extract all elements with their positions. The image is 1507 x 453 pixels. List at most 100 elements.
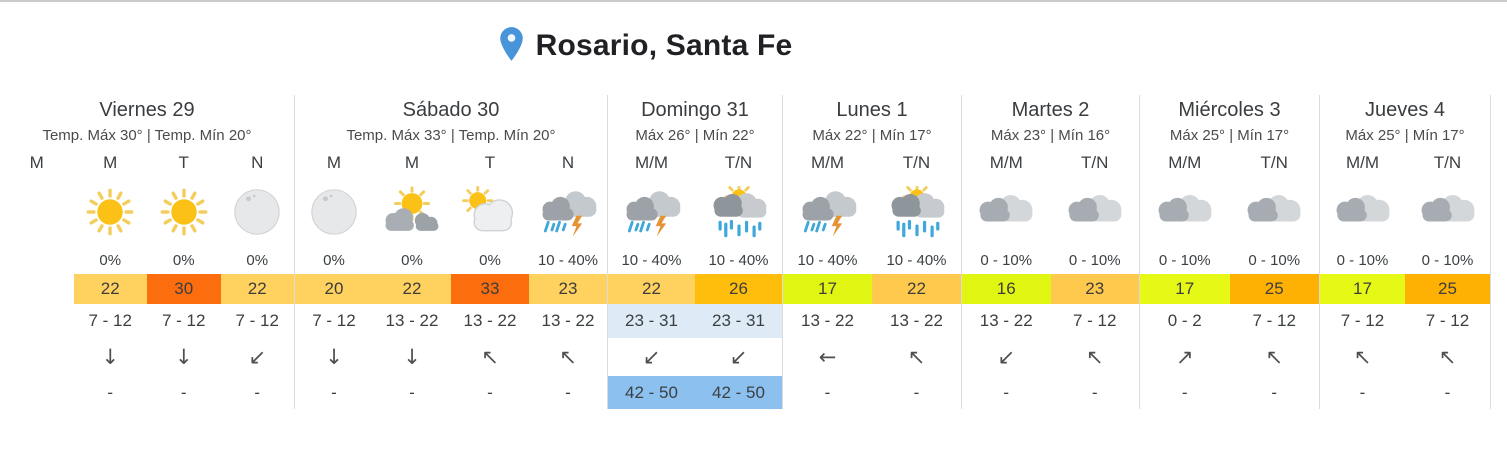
temp-cell: 26 xyxy=(695,274,782,304)
period-label: T/N xyxy=(1260,153,1288,172)
cloudy-icon xyxy=(1320,177,1405,247)
row-icons xyxy=(962,177,1139,247)
day-column-lunes-1[interactable]: Lunes 1 Máx 22° | Mín 17° M/M T/N 10 - 40% 1… xyxy=(783,95,962,409)
day-temp-summary: Máx 22° | Mín 17° xyxy=(812,127,932,144)
precip-value: 0 - 10% xyxy=(1421,252,1474,269)
period-label: N xyxy=(561,153,575,172)
wind-range xyxy=(0,304,74,338)
precip-value: 10 - 40% xyxy=(708,252,769,269)
precip-value: 0% xyxy=(323,252,345,269)
wind-direction-arrow: ↖ xyxy=(1438,345,1457,369)
forecast-grid: Viernes 29 Temp. Máx 30° | Temp. Mín 20° M… xyxy=(0,95,1491,409)
period-label: M xyxy=(404,153,420,172)
row-gust: -- xyxy=(962,376,1139,409)
gust-value: 42 - 50 xyxy=(695,376,782,409)
row-arrow: ↗ ↖ xyxy=(1140,338,1319,376)
gust-value: - xyxy=(254,382,261,402)
day-column-viernes-29[interactable]: Viernes 29 Temp. Máx 30° | Temp. Mín 20° M… xyxy=(0,95,295,409)
row-icons xyxy=(608,177,782,247)
gust-value: 42 - 50 xyxy=(608,376,695,409)
period-label: M/M xyxy=(810,153,845,172)
wind-direction-arrow: ↖ xyxy=(481,345,499,369)
temp-cell: 20 xyxy=(295,274,373,304)
day-temp-summary: Máx 23° | Mín 16° xyxy=(990,127,1111,144)
row-temp: 22 30 22 xyxy=(0,274,294,304)
wind-direction-arrow: ↖ xyxy=(907,345,926,369)
temp-cell: 23 xyxy=(1050,274,1139,304)
gust-value: - xyxy=(331,382,337,402)
day-name: Martes 2 xyxy=(1011,99,1090,121)
period-label: M xyxy=(103,153,118,172)
row-precip: 10 - 40% 10 - 40% xyxy=(783,247,961,274)
empty-icon-slot xyxy=(0,177,74,247)
period-label: M xyxy=(29,153,44,172)
wind-direction-arrow: ↙ xyxy=(997,345,1016,369)
row-gust: -- xyxy=(783,376,961,409)
precip-value: 10 - 40% xyxy=(621,252,682,269)
row-wind: 13 - 22 7 - 12 xyxy=(962,304,1139,338)
row-labels: M/M T/N xyxy=(608,149,782,177)
row-precip: 0% 0% 0% xyxy=(0,247,294,274)
precip-value: 0 - 10% xyxy=(1068,252,1121,269)
temp-cell: 22 xyxy=(608,274,695,304)
row-temp: 17 25 xyxy=(1140,274,1319,304)
precip-value: 0% xyxy=(99,252,122,269)
wind-range: 7 - 12 xyxy=(1425,311,1470,330)
row-precip: 0 - 10% 0 - 10% xyxy=(962,247,1139,274)
wind-range: 13 - 22 xyxy=(541,311,595,330)
row-gust: ---- xyxy=(295,376,607,409)
row-temp: 16 23 xyxy=(962,274,1139,304)
wind-range: 7 - 12 xyxy=(1252,311,1296,330)
cloudy-icon xyxy=(1230,177,1320,247)
wind-range: 23 - 31 xyxy=(695,304,782,338)
location-header[interactable]: Rosario, Santa Fe xyxy=(0,18,1290,74)
temp-cell xyxy=(0,274,74,304)
row-icons xyxy=(295,177,607,247)
row-precip: 0 - 10% 0 - 10% xyxy=(1140,247,1319,274)
day-temp-summary: Máx 25° | Mín 17° xyxy=(1169,127,1290,144)
row-arrow: ↙ ↙ xyxy=(608,338,782,376)
row-wind: 7 - 12 7 - 12 7 - 12 xyxy=(0,304,294,338)
storm-icon xyxy=(783,177,872,247)
cloudy-icon xyxy=(1051,177,1140,247)
wind-direction-arrow: ↓ xyxy=(403,345,421,369)
gust-value: - xyxy=(1181,382,1188,402)
top-divider xyxy=(0,0,1507,2)
wind-range: 23 - 31 xyxy=(608,304,695,338)
day-column-martes-2[interactable]: Martes 2 Máx 23° | Mín 16° M/M T/N 0 - 10% 0… xyxy=(962,95,1140,409)
period-label: M xyxy=(326,153,342,172)
row-wind: 23 - 31 23 - 31 xyxy=(608,304,782,338)
row-icons xyxy=(0,177,294,247)
storm-icon xyxy=(608,177,695,247)
day-column-sábado-30[interactable]: Sábado 30 Temp. Máx 33° | Temp. Mín 20° M M… xyxy=(295,95,608,409)
row-temp: 20 22 33 23 xyxy=(295,274,607,304)
day-name: Sábado 30 xyxy=(402,99,500,121)
rain-sun-icon xyxy=(872,177,961,247)
period-label: M/M xyxy=(1345,153,1380,172)
wind-direction-arrow: ↗ xyxy=(1175,345,1194,369)
day-temp-summary: Máx 25° | Mín 17° xyxy=(1345,127,1465,144)
clear-night-icon xyxy=(221,177,295,247)
temp-cell: 33 xyxy=(451,274,529,304)
row-icons xyxy=(1140,177,1319,247)
day-column-jueves-4[interactable]: Jueves 4 Máx 25° | Mín 17° M/M T/N 0 - 10% 0… xyxy=(1320,95,1491,409)
cloudy-icon xyxy=(1405,177,1490,247)
period-label: M/M xyxy=(634,153,669,172)
day-column-domingo-31[interactable]: Domingo 31 Máx 26° | Mín 22° M/M T/N 10 - 4… xyxy=(608,95,783,409)
row-gust: -- xyxy=(1140,376,1319,409)
wind-range: 0 - 2 xyxy=(1167,311,1202,330)
precip-value: 0% xyxy=(479,252,501,269)
precip-value: 0 - 10% xyxy=(1158,252,1211,269)
wind-direction-arrow: ↖ xyxy=(559,345,577,369)
period-label: T xyxy=(484,153,496,172)
gust-value: - xyxy=(1091,382,1098,402)
wind-direction-arrow: ↙ xyxy=(729,345,748,369)
day-temp-summary: Máx 26° | Mín 22° xyxy=(635,127,755,144)
cloudy-icon xyxy=(962,177,1051,247)
row-arrow: ↓ ↓ ↖ ↖ xyxy=(295,338,607,376)
day-column-miércoles-3[interactable]: Miércoles 3 Máx 25° | Mín 17° M/M T/N 0 - 1… xyxy=(1140,95,1320,409)
rain-sun-icon xyxy=(695,177,782,247)
day-temp-summary: Temp. Máx 30° | Temp. Mín 20° xyxy=(42,127,252,144)
precip-value: 0% xyxy=(172,252,195,269)
